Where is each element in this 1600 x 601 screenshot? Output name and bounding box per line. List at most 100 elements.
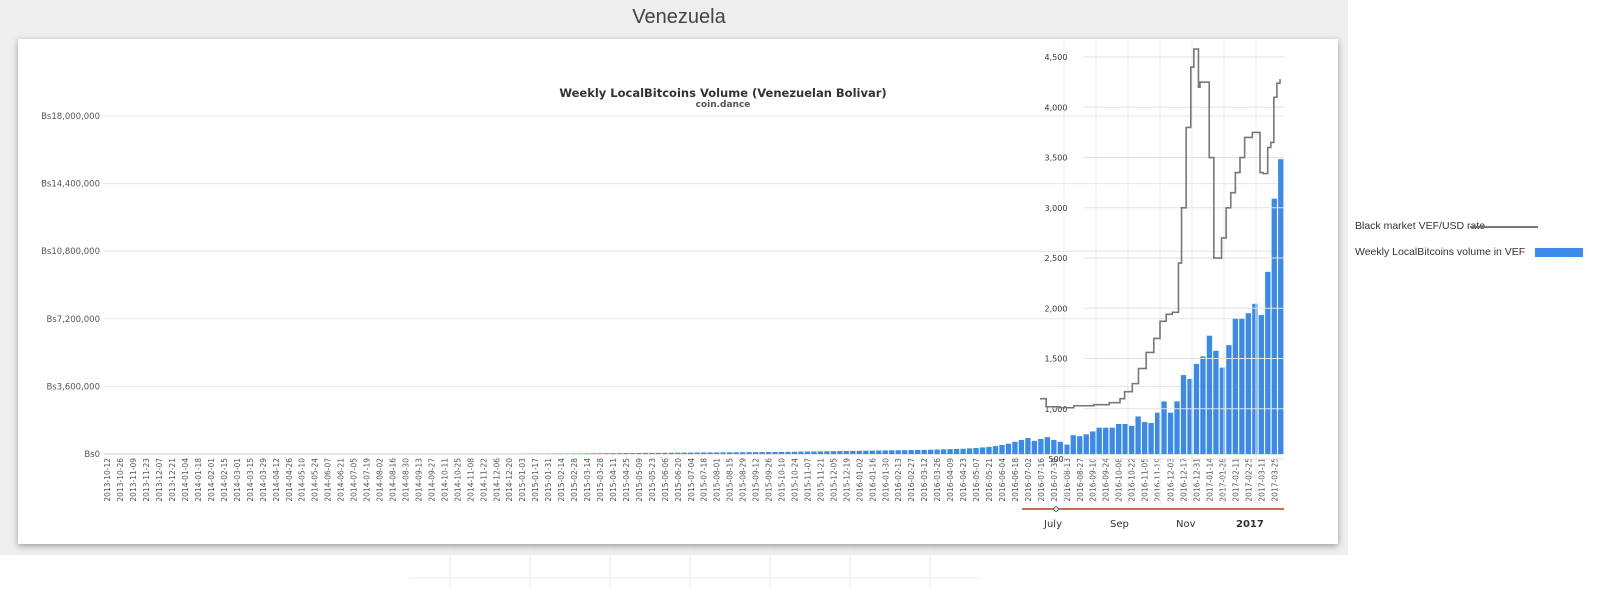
- bar: [940, 449, 947, 454]
- x-tick-label: 2014-04-12: [272, 458, 281, 502]
- bar: [1148, 423, 1154, 454]
- x-tick-label: 2016-05-21: [985, 458, 994, 502]
- bar: [973, 447, 979, 454]
- bar: [1038, 438, 1044, 454]
- x-tick-label: 2016-10-22: [1128, 458, 1137, 502]
- page-title: Venezuela: [632, 6, 726, 28]
- x-tick-label: 2016-07-16: [1037, 458, 1046, 502]
- bar: [1103, 427, 1109, 454]
- bar: [597, 453, 603, 454]
- bar: [746, 452, 752, 454]
- x-tick-label: 2015-05-09: [635, 458, 644, 502]
- x-tick-label: 2015-05-23: [648, 458, 657, 502]
- x-tick-label: 2016-04-23: [959, 458, 968, 502]
- bar: [1206, 335, 1213, 454]
- x-tick-label: 2016-02-27: [907, 458, 916, 502]
- legend: Black market VEF/USD rate Weekly LocalBi…: [1355, 220, 1583, 272]
- bar: [824, 451, 830, 454]
- bar: [785, 451, 791, 454]
- x-tick-label: 2014-03-15: [246, 458, 255, 502]
- x-tick-label: 2015-08-01: [713, 458, 722, 502]
- x-tick-label: 2015-03-14: [583, 458, 592, 502]
- bar: [759, 452, 765, 454]
- x-tick-label: 2016-06-04: [998, 458, 1007, 502]
- bar: [1025, 438, 1031, 454]
- bar: [765, 452, 772, 454]
- bar: [590, 453, 597, 454]
- bar: [629, 453, 636, 454]
- overlay-y-tick-label: 3,000: [1045, 204, 1068, 213]
- legend-item-volume[interactable]: Weekly LocalBitcoins volume in VEF: [1355, 246, 1583, 272]
- x-tick-label: 2016-12-31: [1192, 458, 1201, 502]
- bar: [804, 451, 811, 454]
- bar: [681, 452, 687, 454]
- x-tick-label: 2015-06-06: [661, 458, 670, 502]
- x-tick-label: 2014-12-06: [492, 458, 501, 502]
- bar: [850, 450, 856, 454]
- bar: [953, 448, 960, 454]
- x-tick-label: 2016-02-13: [894, 458, 903, 502]
- bar: [921, 449, 927, 454]
- overlay-y-tick-label: 4,500: [1045, 53, 1068, 62]
- x-tick-label: 2015-07-04: [687, 458, 696, 502]
- overlay-x-tick-label: Nov: [1176, 519, 1196, 530]
- bar: [791, 451, 798, 454]
- bar: [1278, 159, 1284, 454]
- x-tick-label: 2015-09-12: [752, 458, 761, 502]
- y-tick-label: Bs18,000,000: [41, 112, 100, 122]
- bar: [1167, 412, 1174, 454]
- bar: [1200, 356, 1206, 454]
- x-tick-label: 2016-12-17: [1180, 458, 1189, 502]
- bar: [960, 448, 966, 454]
- bar: [1044, 437, 1051, 454]
- bar: [1187, 378, 1193, 454]
- bar: [966, 448, 973, 454]
- x-tick-label: 2016-05-07: [972, 458, 981, 502]
- overlay-y-tick-label: 1,500: [1045, 355, 1068, 364]
- y-tick-label: Bs14,400,000: [41, 180, 100, 190]
- x-tick-label: 2013-10-26: [116, 458, 125, 502]
- x-tick-label: 2013-11-23: [142, 458, 151, 502]
- x-tick-label: 2013-11-09: [129, 458, 138, 502]
- legend-swatch-volume: [1535, 248, 1583, 257]
- legend-item-rate[interactable]: Black market VEF/USD rate: [1355, 220, 1538, 246]
- overlay-y-tick-label: 500: [1048, 455, 1063, 464]
- bar: [603, 453, 610, 454]
- bar: [655, 452, 661, 454]
- x-tick-label: 2017-02-25: [1244, 458, 1253, 502]
- legend-label-rate: Black market VEF/USD rate: [1355, 220, 1486, 232]
- x-tick-label: 2015-07-18: [700, 458, 709, 502]
- x-tick-label: 2016-09-24: [1102, 458, 1111, 502]
- x-tick-label: 2016-07-02: [1024, 458, 1033, 502]
- bar: [1213, 350, 1219, 454]
- y-tick-label: Bs7,200,000: [46, 315, 100, 325]
- overlay-y-tick-label: 2,000: [1045, 304, 1068, 313]
- x-tick-label: 2016-11-19: [1154, 458, 1163, 502]
- bar: [727, 452, 733, 454]
- legend-label-volume: Weekly LocalBitcoins volume in VEF: [1355, 246, 1526, 258]
- bar: [720, 452, 726, 454]
- x-tick-label: 2014-07-19: [363, 458, 372, 502]
- bar: [1245, 313, 1251, 454]
- bar: [1252, 303, 1258, 454]
- bar: [1226, 345, 1232, 454]
- bar: [778, 451, 785, 454]
- x-tick-label: 2013-10-12: [103, 458, 112, 502]
- y-tick-label: Bs3,600,000: [46, 382, 100, 392]
- bar: [979, 447, 986, 454]
- x-tick-label: 2017-01-28: [1218, 458, 1227, 502]
- bar: [856, 450, 862, 454]
- bar: [1051, 439, 1057, 454]
- bar: [662, 452, 668, 454]
- bar: [623, 453, 629, 454]
- x-tick-label: 2016-10-08: [1115, 458, 1124, 502]
- bar: [1135, 416, 1141, 454]
- bar: [1077, 436, 1083, 454]
- x-tick-label: 2016-08-27: [1076, 458, 1085, 502]
- x-tick-label: 2014-07-05: [350, 458, 359, 502]
- chart-card: Weekly LocalBitcoins Volume (Venezuelan …: [18, 39, 1338, 544]
- x-tick-label: 2013-12-07: [155, 458, 164, 502]
- x-tick-label: 2015-01-31: [544, 458, 553, 502]
- bar: [908, 450, 914, 454]
- x-tick-label: 2015-03-28: [596, 458, 605, 502]
